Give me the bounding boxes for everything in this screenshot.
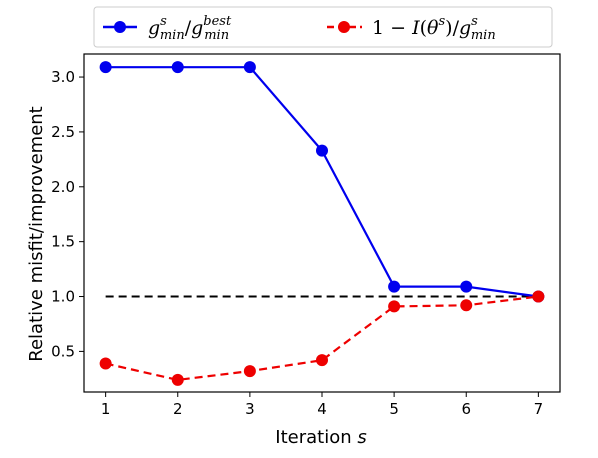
series-2-point [99, 357, 112, 370]
series-2-point [460, 299, 473, 312]
y-axis-label: Relative misfit/improvement [26, 106, 47, 361]
series-2-point [316, 354, 328, 367]
x-tick-label: 5 [389, 400, 399, 418]
x-tick-label: 3 [245, 400, 255, 418]
x-axis-label: Iteration s [275, 427, 366, 448]
y-tick-label: 2.5 [51, 123, 75, 141]
series-2-point [388, 300, 401, 313]
legend: gs min/gbest min 1 − I(θs)/gs min [93, 6, 553, 48]
series-1-point [99, 61, 112, 74]
legend-label-series-2: 1 − I(θs)/gs min [372, 14, 496, 43]
series-1-point [171, 61, 184, 74]
series-1-point [243, 61, 256, 74]
y-tick-label: 0.5 [51, 342, 75, 360]
series-1-point [460, 280, 473, 293]
y-tick-label: 3.0 [51, 68, 75, 86]
y-tick-label: 2.0 [51, 178, 75, 196]
x-tick-label: 6 [461, 400, 471, 418]
series-1-point [388, 280, 401, 293]
series-1-line [105, 66, 539, 298]
series-2-line [105, 295, 539, 382]
series-1-point [316, 144, 328, 157]
x-tick-label: 7 [534, 400, 544, 418]
legend-label-series-1: gs min/gbest min [148, 14, 232, 43]
series-2-point [532, 290, 545, 303]
legend-marker-series-2 [338, 21, 350, 33]
x-tick-label: 1 [101, 400, 111, 418]
plot-frame [83, 53, 561, 393]
x-tick-label: 2 [173, 400, 183, 418]
legend-box [93, 6, 553, 48]
y-tick-label: 1.5 [51, 233, 75, 251]
series-2-point [243, 365, 256, 378]
x-tick-label: 4 [317, 400, 327, 418]
legend-marker-series-1 [114, 21, 126, 33]
y-tick-label: 1.0 [51, 288, 75, 306]
series-2-point [171, 373, 184, 386]
